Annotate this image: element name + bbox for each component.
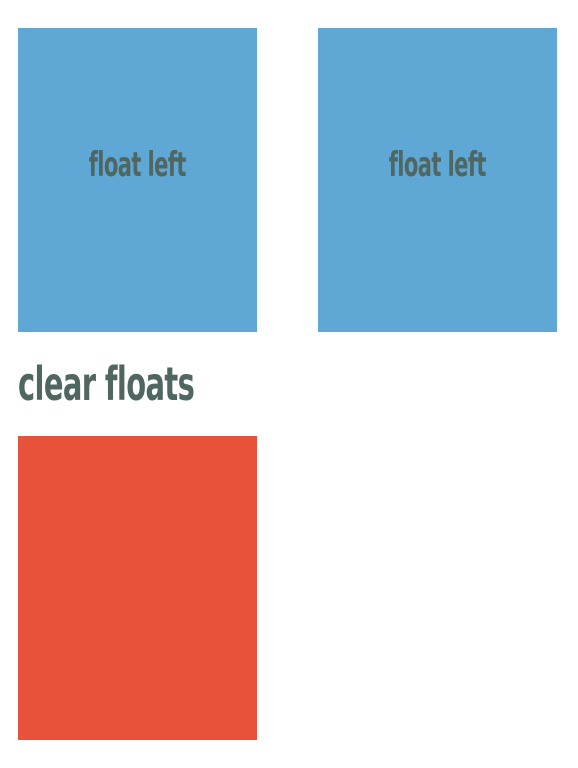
clear-floats-heading: clear floats [18,357,195,411]
float-box-1: float left [18,28,257,332]
cleared-box [18,436,257,740]
float-box-2: float left [318,28,557,332]
float-box-1-label: float left [88,145,187,185]
float-box-2-label: float left [388,145,487,185]
